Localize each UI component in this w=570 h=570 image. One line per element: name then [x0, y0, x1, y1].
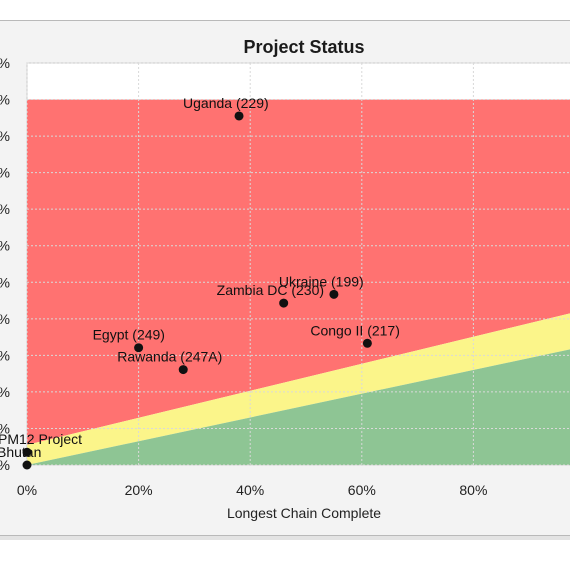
bottom-strip [0, 536, 570, 540]
data-point-label: Ukraine (199) [279, 273, 364, 289]
y-tick-label: % [0, 311, 10, 327]
data-points: Uganda (229) Ukraine (199)Zambia DC (230)… [0, 95, 400, 470]
y-tick-label: % [0, 201, 10, 217]
data-point [178, 365, 188, 375]
data-point-label: Bhutan [0, 444, 41, 460]
y-tick-label: % [0, 384, 10, 400]
status-zones [27, 99, 570, 465]
data-point [234, 111, 244, 121]
data-point-label: Uganda (229) [183, 95, 269, 111]
y-tick-label: % [0, 165, 10, 181]
data-point-label: Zambia DC (230) [217, 282, 324, 298]
red-zone [27, 99, 570, 445]
data-point-label: Congo II (217) [310, 322, 400, 338]
x-axis-label: Longest Chain Complete [227, 505, 381, 521]
x-axis-ticks: 0%20%40%60%80%10 [17, 482, 488, 498]
grid-lines [26, 62, 570, 466]
data-point-label: Egypt (249) [93, 327, 165, 343]
data-point [22, 460, 32, 470]
data-point [329, 289, 339, 299]
y-tick-label: % [0, 238, 10, 254]
data-point-label: PM12 Project [0, 431, 82, 447]
y-tick-label: % [0, 128, 10, 144]
y-tick-label: % [0, 457, 10, 473]
data-point [22, 447, 32, 457]
x-tick-label: 80% [459, 482, 487, 498]
x-tick-label: 40% [236, 482, 264, 498]
y-axis-ticks: %%%%%%%%%%%% [0, 55, 10, 473]
data-point [134, 343, 144, 353]
yellow-zone [27, 313, 570, 465]
green-zone [27, 349, 570, 465]
x-tick-label: 20% [125, 482, 153, 498]
x-tick-label: 60% [348, 482, 376, 498]
data-point [362, 338, 372, 348]
data-point-label: Rawanda (247A) [117, 349, 222, 365]
y-tick-label: % [0, 420, 10, 436]
y-tick-label: % [0, 274, 10, 290]
chart-title: Project Status [243, 37, 364, 57]
x-tick-label: 0% [17, 482, 37, 498]
y-tick-label: % [0, 92, 10, 108]
y-tick-label: % [0, 55, 10, 71]
y-tick-label: % [0, 347, 10, 363]
data-point [279, 298, 289, 308]
